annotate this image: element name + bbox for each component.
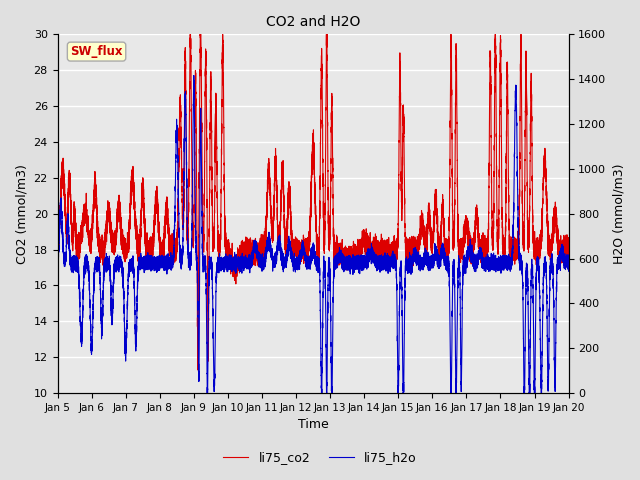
Line: li75_co2: li75_co2 (58, 35, 568, 370)
li75_h2o (498, 264, 506, 270)
Text: SW_flux: SW_flux (70, 45, 123, 58)
li75_h2o (564, 261, 572, 267)
Legend: li75_co2, li75_h2o: li75_co2, li75_h2o (218, 446, 422, 469)
Title: CO2 and H2O: CO2 and H2O (266, 15, 360, 29)
li75_co2 (512, 242, 520, 248)
Y-axis label: CO2 (mmol/m3): CO2 (mmol/m3) (15, 164, 28, 264)
li75_h2o (284, 246, 291, 252)
Line: li75_h2o: li75_h2o (58, 75, 568, 393)
li75_co2 (186, 32, 194, 37)
li75_co2 (54, 245, 61, 251)
li75_h2o (54, 255, 61, 261)
li75_co2 (498, 172, 506, 178)
Y-axis label: H2O (mmol/m3): H2O (mmol/m3) (612, 164, 625, 264)
li75_co2 (564, 247, 572, 252)
li75_co2 (194, 367, 202, 373)
li75_co2 (564, 251, 572, 257)
li75_h2o (380, 259, 388, 264)
li75_co2 (284, 224, 291, 230)
li75_h2o (558, 253, 566, 259)
li75_co2 (558, 250, 566, 256)
li75_co2 (380, 245, 388, 251)
li75_h2o (512, 87, 520, 93)
li75_h2o (204, 390, 211, 396)
li75_h2o (564, 261, 572, 267)
X-axis label: Time: Time (298, 419, 328, 432)
li75_h2o (190, 72, 198, 78)
